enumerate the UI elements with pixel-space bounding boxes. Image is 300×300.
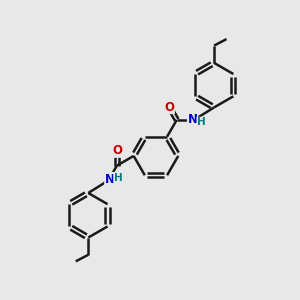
Text: N: N (188, 113, 197, 126)
Text: H: H (114, 172, 122, 183)
Text: O: O (164, 100, 174, 113)
Text: N: N (105, 172, 115, 185)
Text: H: H (197, 117, 206, 127)
Text: O: O (112, 144, 122, 157)
